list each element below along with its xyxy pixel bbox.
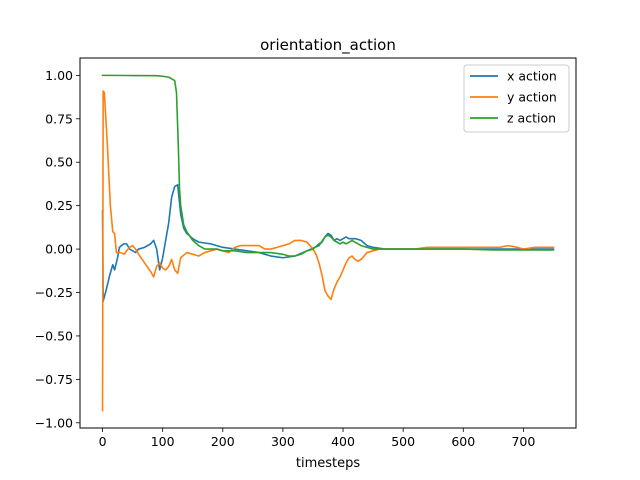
x-tick-label: 700: [511, 434, 535, 449]
legend-label-y-action: y action: [507, 90, 557, 105]
y-tick-label: −0.75: [35, 372, 73, 387]
chart-title: orientation_action: [260, 36, 396, 55]
axes-frame: [79, 57, 577, 429]
x-tick-label: 300: [271, 434, 295, 449]
legend-label-x-action: x action: [507, 69, 557, 84]
y-tick-label: −0.25: [35, 285, 73, 300]
plot-area: [101, 74, 555, 412]
series-line-z-action: [101, 74, 555, 257]
y-tick-label: 1.00: [45, 68, 73, 83]
x-tick-label: 600: [451, 434, 475, 449]
x-tick-label: 500: [391, 434, 415, 449]
x-tick-label: 400: [331, 434, 355, 449]
x-axis-ticks: 0 100 200 300 400 500 600 700: [99, 428, 535, 449]
x-tick-label: 100: [151, 434, 175, 449]
y-tick-label: 0.50: [45, 155, 73, 170]
legend-label-z-action: z action: [507, 111, 556, 126]
legend-box: [463, 64, 570, 133]
y-axis-ticks: −1.00 −0.75 −0.50 −0.25 0.00 0.25 0.50 0.75 1.00: [35, 68, 80, 430]
y-tick-label: −0.50: [35, 328, 73, 343]
x-axis-title: timesteps: [296, 456, 360, 471]
y-tick-label: 0.25: [45, 198, 73, 213]
y-tick-label: 0.75: [45, 111, 73, 126]
legend: x action y action z action: [463, 64, 570, 133]
y-tick-label: −1.00: [35, 415, 73, 430]
x-tick-label: 200: [211, 434, 235, 449]
x-tick-label: 0: [99, 434, 107, 449]
y-tick-label: 0.00: [45, 242, 73, 257]
